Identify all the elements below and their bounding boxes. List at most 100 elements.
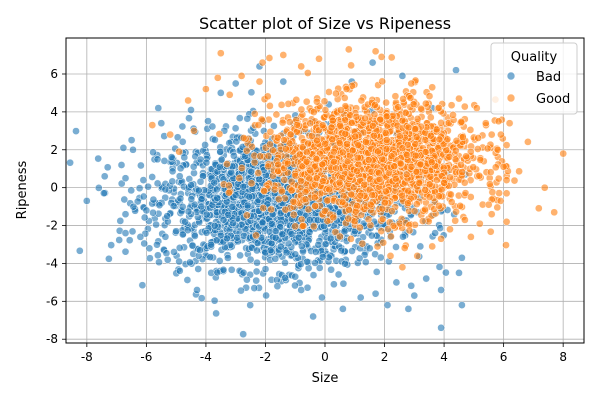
data-point-bad bbox=[66, 158, 74, 167]
data-point-bad bbox=[368, 58, 377, 67]
data-point-bad bbox=[404, 305, 413, 313]
data-point-good bbox=[382, 145, 391, 153]
data-point-good bbox=[387, 152, 396, 161]
data-point-good bbox=[354, 153, 362, 162]
data-point-bad bbox=[258, 218, 267, 227]
data-point-bad bbox=[107, 241, 116, 249]
data-point-good bbox=[494, 117, 503, 126]
data-point-good bbox=[321, 106, 330, 114]
data-point-good bbox=[447, 101, 456, 110]
data-point-bad bbox=[458, 253, 466, 262]
data-point-good bbox=[447, 190, 455, 199]
data-point-bad bbox=[187, 181, 196, 189]
data-point-bad bbox=[250, 284, 259, 292]
data-point-good bbox=[301, 188, 310, 196]
data-point-bad bbox=[227, 168, 236, 177]
data-point-good bbox=[362, 138, 370, 146]
data-point-good bbox=[427, 158, 436, 167]
data-point-bad bbox=[334, 270, 343, 279]
data-point-good bbox=[456, 202, 465, 210]
data-point-bad bbox=[216, 147, 225, 156]
data-point-bad bbox=[318, 252, 327, 261]
y-tick-label: -6 bbox=[46, 294, 58, 308]
data-point-good bbox=[281, 205, 290, 214]
data-point-bad bbox=[149, 195, 158, 204]
data-point-bad bbox=[155, 258, 163, 267]
data-point-good bbox=[175, 147, 183, 156]
data-point-bad bbox=[184, 207, 193, 216]
data-point-bad bbox=[197, 294, 206, 303]
data-point-bad bbox=[228, 203, 237, 211]
data-points bbox=[66, 45, 568, 339]
data-point-bad bbox=[321, 240, 330, 248]
data-point-good bbox=[320, 97, 329, 106]
x-axis-label: Size bbox=[312, 371, 339, 386]
data-point-bad bbox=[168, 177, 177, 186]
data-point-good bbox=[287, 186, 296, 195]
data-point-bad bbox=[416, 242, 425, 251]
data-point-good bbox=[258, 58, 267, 67]
data-point-bad bbox=[262, 291, 270, 300]
y-tick-label: -2 bbox=[46, 219, 58, 233]
data-point-good bbox=[421, 205, 429, 214]
data-point-good bbox=[387, 207, 396, 215]
data-point-good bbox=[216, 49, 225, 58]
data-point-good bbox=[378, 77, 387, 86]
data-point-good bbox=[402, 170, 411, 179]
data-point-bad bbox=[207, 240, 215, 249]
data-point-good bbox=[458, 133, 467, 141]
data-point-bad bbox=[120, 195, 129, 204]
data-point-good bbox=[460, 178, 469, 187]
data-point-good bbox=[451, 216, 460, 225]
data-point-bad bbox=[452, 66, 460, 75]
data-point-good bbox=[335, 178, 344, 187]
data-point-bad bbox=[210, 221, 219, 230]
data-point-bad bbox=[189, 162, 198, 171]
data-point-good bbox=[412, 133, 421, 141]
legend-marker-bad bbox=[506, 71, 516, 81]
data-point-good bbox=[309, 222, 318, 231]
data-point-good bbox=[452, 136, 461, 145]
data-point-good bbox=[297, 215, 306, 224]
y-tick-label: 2 bbox=[50, 143, 58, 157]
data-point-good bbox=[493, 145, 502, 154]
data-point-good bbox=[148, 121, 157, 129]
data-point-good bbox=[502, 189, 511, 198]
x-tick-label: -6 bbox=[140, 350, 152, 364]
data-point-good bbox=[335, 139, 344, 147]
data-point-bad bbox=[94, 154, 103, 163]
data-point-bad bbox=[135, 184, 144, 193]
data-point-good bbox=[190, 126, 198, 135]
data-point-good bbox=[502, 141, 511, 149]
data-point-bad bbox=[348, 247, 356, 255]
data-point-bad bbox=[167, 153, 176, 161]
data-point-good bbox=[469, 163, 478, 172]
data-point-bad bbox=[436, 224, 445, 232]
data-point-bad bbox=[127, 136, 136, 144]
data-point-bad bbox=[224, 254, 232, 262]
data-point-good bbox=[264, 162, 273, 171]
data-point-good bbox=[472, 104, 481, 112]
data-point-good bbox=[493, 203, 502, 212]
data-point-good bbox=[486, 227, 495, 236]
data-point-bad bbox=[116, 217, 125, 225]
data-point-bad bbox=[183, 226, 192, 235]
data-point-bad bbox=[194, 186, 203, 195]
data-point-bad bbox=[455, 269, 463, 277]
data-point-bad bbox=[410, 291, 419, 300]
data-point-bad bbox=[239, 182, 248, 191]
data-point-good bbox=[502, 241, 510, 249]
data-point-good bbox=[235, 174, 244, 183]
data-point-bad bbox=[190, 169, 198, 177]
data-point-good bbox=[399, 95, 407, 103]
data-point-good bbox=[297, 105, 306, 114]
x-tick-label: 2 bbox=[381, 350, 389, 364]
data-point-bad bbox=[153, 155, 162, 164]
data-point-bad bbox=[339, 279, 348, 288]
data-point-bad bbox=[72, 127, 80, 135]
data-point-good bbox=[389, 221, 398, 230]
data-point-bad bbox=[210, 296, 219, 305]
data-point-bad bbox=[309, 312, 317, 321]
data-point-bad bbox=[146, 254, 154, 263]
data-point-bad bbox=[291, 272, 300, 281]
